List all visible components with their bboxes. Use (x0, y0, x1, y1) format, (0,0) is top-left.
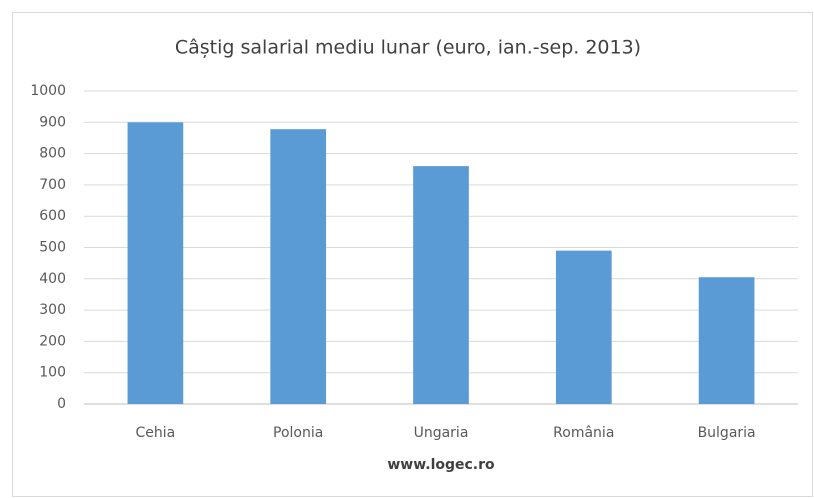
x-tick-label: Polonia (273, 425, 323, 441)
y-tick-label: 900 (39, 114, 66, 130)
y-tick-label: 1000 (30, 83, 66, 99)
y-tick-label: 100 (39, 365, 66, 381)
bar (413, 166, 469, 404)
y-tick-label: 0 (57, 396, 66, 412)
bar (270, 129, 327, 404)
bar (127, 122, 184, 405)
bar (555, 250, 612, 404)
x-axis-label: www.logec.ro (387, 457, 495, 473)
chart-title: Câștig salarial mediu lunar (euro, ian.-… (175, 37, 641, 59)
y-tick-label: 800 (39, 146, 66, 162)
y-tick-label: 500 (39, 240, 66, 256)
x-tick-label: Ungaria (414, 425, 469, 441)
bar (698, 277, 755, 404)
x-tick-label: Bulgaria (698, 425, 756, 441)
x-tick-label: România (553, 425, 614, 441)
y-tick-label: 700 (39, 177, 66, 193)
y-tick-label: 600 (39, 208, 66, 224)
y-tick-label: 200 (39, 333, 66, 349)
x-tick-label: Cehia (136, 425, 176, 441)
y-tick-label: 400 (39, 271, 66, 287)
y-tick-label: 300 (39, 302, 66, 318)
